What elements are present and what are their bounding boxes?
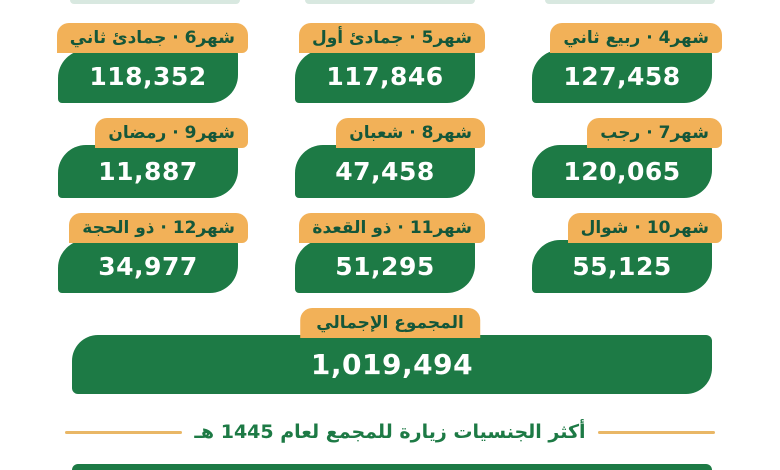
card-month-11: شهر11 · ذو القعدة 51,295 [295, 213, 485, 293]
card-month-9: شهر9 · رمضان 11,887 [58, 118, 248, 198]
month-value: 11,887 [98, 157, 198, 186]
card-month-8: شهر8 · شعبان 47,458 [295, 118, 485, 198]
month-value: 120,065 [563, 157, 681, 186]
cutoff-card-strip [545, 0, 715, 4]
month-value-panel: 34,977 [58, 240, 238, 293]
month-value: 55,125 [572, 252, 672, 281]
month-label: شهر8 · شعبان [336, 118, 485, 148]
grand-total-value: 1,019,494 [310, 348, 474, 381]
monthly-stats-grid: شهر4 · ربيع ثاني 127,458 شهر5 · جمادئ أو… [56, 23, 722, 394]
month-value-panel: 51,295 [295, 240, 475, 293]
month-label: شهر6 · جمادئ ثاني [56, 23, 248, 53]
month-label: شهر7 · رجب [587, 118, 722, 148]
card-month-5: شهر5 · جمادئ أول 117,846 [295, 23, 485, 103]
month-value: 51,295 [335, 252, 435, 281]
month-value-panel: 118,352 [58, 50, 238, 103]
month-label: شهر4 · ربيع ثاني [550, 23, 722, 53]
month-value-panel: 120,065 [532, 145, 712, 198]
month-value-panel: 117,846 [295, 50, 475, 103]
cutoff-card-strip [70, 0, 240, 4]
month-label: شهر11 · ذو القعدة [299, 213, 485, 243]
month-value: 127,458 [563, 62, 681, 91]
card-month-6: شهر6 · جمادئ ثاني 118,352 [56, 23, 248, 103]
month-label: شهر5 · جمادئ أول [298, 23, 485, 53]
section-title: أكثر الجنسيات زيارة للمجمع لعام 1445 هـ [194, 421, 586, 443]
stats-row-3: شهر10 · شوال 55,125 شهر11 · ذو القعدة 51… [58, 213, 722, 293]
grand-total-label: المجموع الإجمالي [300, 308, 480, 338]
grand-total-card: المجموع الإجمالي 1,019,494 [58, 308, 722, 394]
month-value: 34,977 [98, 252, 198, 281]
month-value: 47,458 [335, 157, 435, 186]
card-month-12: شهر12 · ذو الحجة 34,977 [58, 213, 248, 293]
month-value-panel: 127,458 [532, 50, 712, 103]
month-label: شهر10 · شوال [567, 213, 722, 243]
month-label: شهر9 · رمضان [95, 118, 248, 148]
month-value-panel: 11,887 [58, 145, 238, 198]
stats-row-1: شهر4 · ربيع ثاني 127,458 شهر5 · جمادئ أو… [56, 23, 722, 103]
card-month-7: شهر7 · رجب 120,065 [532, 118, 722, 198]
card-month-4: شهر4 · ربيع ثاني 127,458 [532, 23, 722, 103]
month-value: 117,846 [326, 62, 444, 91]
month-value-panel: 47,458 [295, 145, 475, 198]
grand-total-panel: 1,019,494 [72, 335, 712, 394]
stats-row-2: شهر7 · رجب 120,065 شهر8 · شعبان 47,458 ش… [58, 118, 722, 198]
next-section-heading: أكثر الجنسيات زيارة للمجمع لعام 1445 هـ [0, 421, 780, 443]
heading-rule-right [597, 430, 715, 434]
cutoff-next-bar [72, 464, 712, 470]
cutoff-card-strip [305, 0, 475, 4]
month-value: 118,352 [89, 62, 207, 91]
month-value-panel: 55,125 [532, 240, 712, 293]
month-label: شهر12 · ذو الحجة [69, 213, 248, 243]
heading-rule-left [64, 430, 183, 434]
card-month-10: شهر10 · شوال 55,125 [532, 213, 722, 293]
